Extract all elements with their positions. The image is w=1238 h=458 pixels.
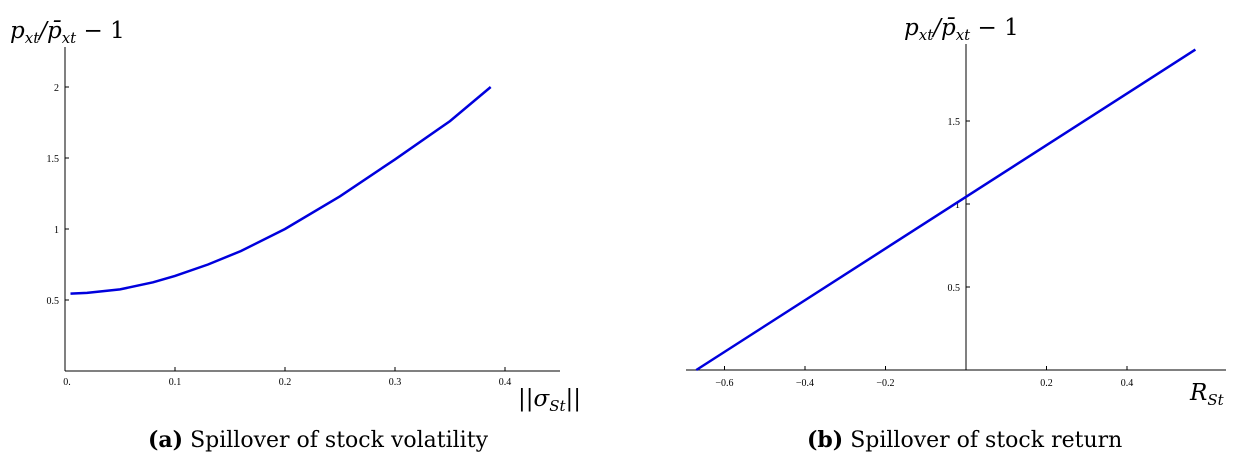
panel-b-y-tick-label: 0.5 [948, 283, 961, 294]
panel-b-x-tick-label: 0.2 [1040, 378, 1053, 389]
panel-a-x-tick-label: 0.1 [169, 377, 182, 388]
panel-b-ylabel: pxt/p̄xt − 1 [904, 15, 1019, 44]
panel-a-y-ticks: 0.5 1 1.5 2 [47, 83, 69, 307]
panel-a-y-tick-label: 0.5 [47, 296, 60, 307]
panel-a-x-tick-label: 0.2 [279, 377, 292, 388]
panel-a-caption-label: (a) [148, 427, 183, 453]
panel-b-x-tick-label: −0.6 [715, 378, 733, 389]
panel-a: pxt/p̄xt − 1 0. 0.1 0.2 0.3 0.4 0.5 1 1.5 2 ||σ… [10, 18, 581, 453]
panel-a-caption-text: Spillover of stock volatility [190, 428, 488, 453]
panel-b-y-tick-label: 1.5 [948, 117, 961, 128]
panel-a-x-tick-label: 0.4 [499, 377, 512, 388]
panel-b-y-tick-label: 1 [955, 200, 960, 211]
panel-b-x-tick-label: 0.4 [1121, 378, 1134, 389]
panel-b-caption: (b) Spillover of stock return [807, 427, 1122, 453]
panel-a-y-tick-label: 2 [54, 83, 59, 94]
panel-b-x-tick-label: −0.4 [796, 378, 814, 389]
panel-a-x-ticks: 0. 0.1 0.2 0.3 0.4 [63, 367, 511, 388]
panel-b-caption-label: (b) [807, 427, 843, 453]
panel-b-y-ticks: 0.5 1 1.5 [948, 117, 970, 294]
panel-b-series-line [695, 48, 1197, 372]
panel-a-x-tick-label: 0. [63, 377, 71, 388]
panel-a-y-tick-label: 1.5 [47, 154, 60, 165]
panel-a-x-tick-label: 0.3 [389, 377, 402, 388]
panel-b: pxt/p̄xt − 1 −0.6 −0.4 −0.2 0.2 0.4 0.511.5 … [686, 15, 1226, 453]
panel-a-caption: (a) Spillover of stock volatility [148, 427, 489, 453]
panel-b-xlabel: RSt [1189, 380, 1225, 409]
panel-a-series-line [70, 86, 492, 295]
panel-b-x-tick-label: −0.2 [876, 378, 894, 389]
panel-b-caption-text: Spillover of stock return [850, 428, 1122, 453]
panel-a-y-tick-label: 1 [54, 225, 59, 236]
panel-a-xlabel: ||σSt|| [518, 386, 581, 415]
panel-b-x-ticks: −0.6 −0.4 −0.2 0.2 0.4 [715, 366, 1133, 389]
panel-a-ylabel: pxt/p̄xt − 1 [10, 18, 125, 47]
